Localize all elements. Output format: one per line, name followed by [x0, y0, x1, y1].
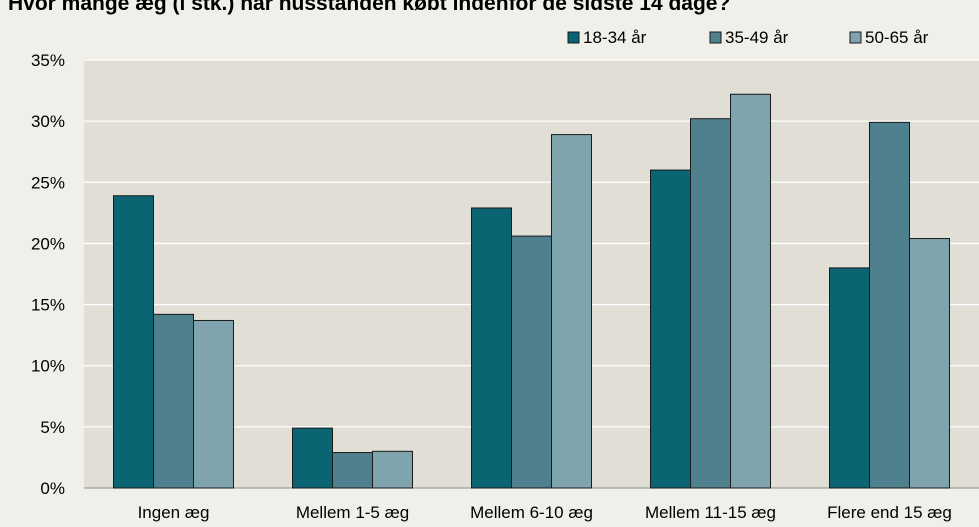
y-tick-label: 0% [40, 479, 65, 498]
bar [113, 195, 154, 489]
x-axis: Ingen æg Mellem 1-5 æg Mellem 6-10 æg Melle… [138, 503, 952, 522]
y-tick-label: 10% [31, 357, 65, 376]
bar [292, 427, 333, 489]
x-tick-label: Mellem 1-5 æg [296, 503, 409, 522]
legend-swatch [567, 31, 580, 44]
legend: 18-34 år 35-49 år 50-65 år [567, 28, 929, 47]
bar [650, 169, 691, 489]
x-tick-label: Flere end 15 æg [827, 503, 952, 522]
legend-swatch [709, 31, 722, 44]
bar [193, 319, 234, 489]
bar [153, 313, 194, 489]
x-tick-label: Ingen æg [138, 503, 210, 522]
y-tick-label: 15% [31, 296, 65, 315]
bar [551, 134, 592, 489]
bar [869, 121, 910, 489]
bar [909, 238, 950, 489]
legend-label: 50-65 år [865, 28, 929, 47]
y-tick-label: 5% [40, 418, 65, 437]
y-tick-label: 30% [31, 112, 65, 131]
bar [690, 118, 731, 489]
y-tick-label: 25% [31, 173, 65, 192]
y-tick-label: 20% [31, 234, 65, 253]
bar [829, 267, 870, 489]
bar [372, 450, 413, 489]
y-tick-label: 35% [31, 51, 65, 70]
y-axis: 0% 5% 10% 15% 20% 25% 30% 35% [31, 51, 979, 498]
bar [471, 207, 512, 489]
bar [511, 235, 552, 489]
bars [113, 93, 950, 489]
bar [730, 93, 771, 489]
legend-swatch [849, 31, 862, 44]
x-tick-label: Mellem 11-15 æg [645, 503, 776, 522]
chart-title: Hvor mange æg (i stk.) har husstanden kø… [8, 0, 731, 15]
x-tick-label: Mellem 6-10 æg [470, 503, 593, 522]
legend-label: 18-34 år [583, 28, 647, 47]
legend-label: 35-49 år [725, 28, 789, 47]
bar [332, 452, 373, 489]
